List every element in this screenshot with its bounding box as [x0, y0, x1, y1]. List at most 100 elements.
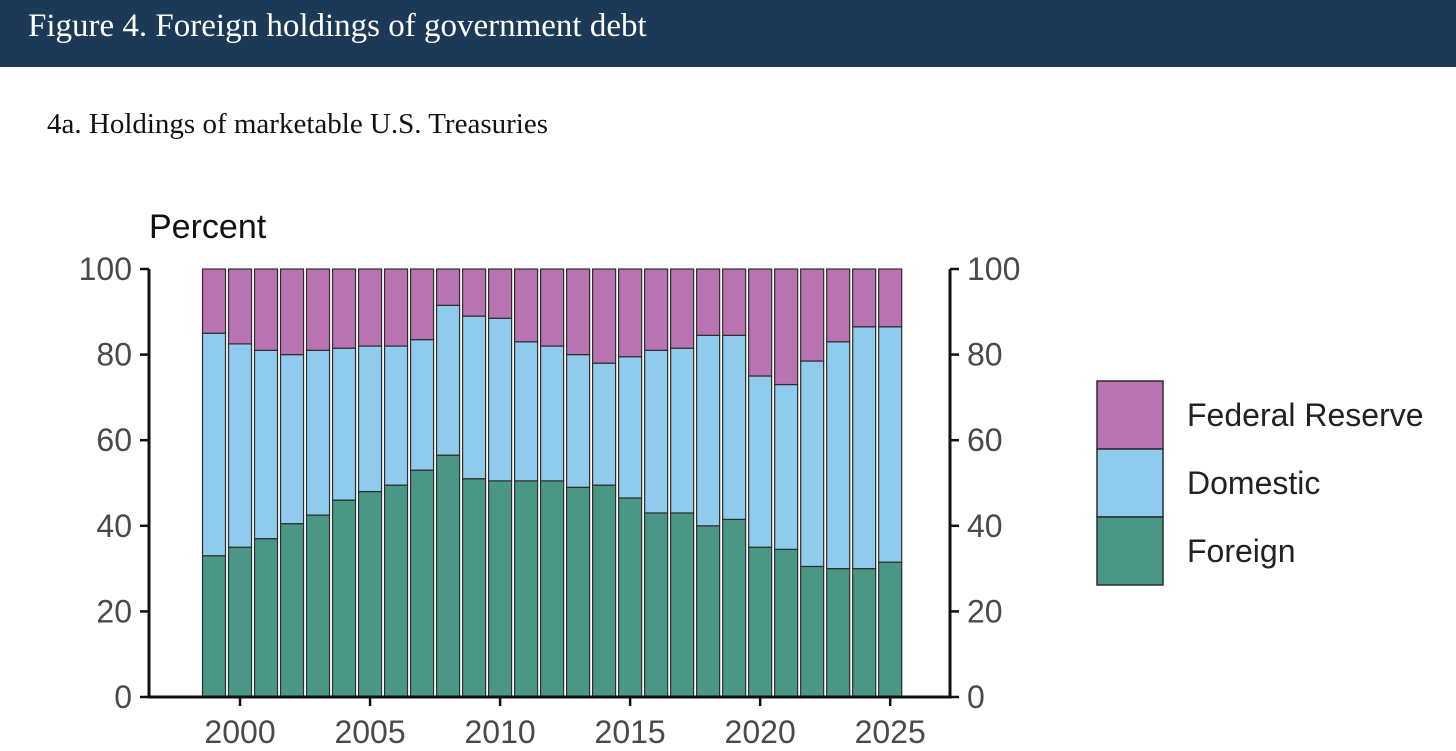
x-tick-label-2015: 2015 [595, 714, 666, 750]
bar-foreign-2012 [539, 480, 565, 698]
bar-federal-reserve-2013 [566, 268, 591, 356]
bar-federal-reserve-2025 [878, 268, 903, 328]
bar-domestic-2020 [748, 375, 773, 548]
y-tick-label-left-0: 0 [114, 679, 132, 715]
bar-domestic-2022 [800, 360, 825, 568]
y-tick-label-left-40: 40 [96, 508, 132, 544]
legend-label-domestic: Domestic [1187, 465, 1320, 501]
bar-federal-reserve-2016 [644, 268, 669, 351]
bar-federal-reserve-2018 [696, 268, 721, 336]
bar-foreign-2008 [435, 454, 461, 698]
bar-foreign-2020 [748, 546, 773, 698]
bar-foreign-2023 [826, 567, 851, 698]
y-tick-label-right-40: 40 [967, 508, 1003, 544]
bar-federal-reserve-2003 [305, 268, 331, 351]
bar-domestic-2023 [826, 341, 851, 570]
bar-domestic-2000 [227, 343, 253, 548]
legend: Federal Reserve Domestic Foreign [1096, 380, 1424, 586]
bar-domestic-2004 [331, 347, 357, 501]
bar-foreign-2003 [305, 514, 331, 698]
y-tick-label-left-60: 60 [96, 422, 132, 458]
bar-federal-reserve-2021 [774, 268, 799, 386]
bar-foreign-1999 [201, 555, 227, 698]
legend-label-foreign: Foreign [1187, 533, 1296, 569]
legend-swatch-domestic [1096, 448, 1164, 518]
bar-foreign-2021 [774, 548, 799, 698]
bar-domestic-2012 [539, 345, 565, 482]
bar-foreign-2015 [618, 497, 643, 698]
bar-domestic-2003 [305, 349, 331, 516]
bar-foreign-2002 [279, 523, 305, 698]
bar-domestic-2008 [435, 304, 461, 456]
bar-foreign-2022 [800, 565, 825, 698]
bar-federal-reserve-2001 [253, 268, 279, 351]
bar-domestic-1999 [201, 332, 227, 557]
chart-title: 4a. Holdings of marketable U.S. Treasuri… [47, 108, 548, 140]
bar-federal-reserve-2011 [513, 268, 539, 343]
bar-domestic-2019 [722, 334, 747, 520]
legend-swatch-foreign [1096, 516, 1164, 586]
bar-foreign-2006 [383, 484, 409, 698]
x-tick-label-2000: 2000 [204, 714, 275, 750]
bar-federal-reserve-2004 [331, 268, 357, 349]
bar-federal-reserve-2022 [800, 268, 825, 362]
y-tick-label-left-100: 100 [79, 251, 132, 287]
bars-layer [201, 268, 903, 698]
bar-domestic-2007 [409, 339, 435, 471]
bar-foreign-2014 [592, 484, 617, 698]
legend-swatch-federal-reserve [1096, 380, 1164, 450]
bar-foreign-2013 [566, 486, 591, 698]
bar-foreign-2000 [227, 546, 253, 698]
bar-domestic-2002 [279, 354, 305, 525]
bar-federal-reserve-2000 [227, 268, 253, 345]
bar-domestic-2005 [357, 345, 383, 493]
bar-federal-reserve-2014 [592, 268, 617, 364]
bar-federal-reserve-2009 [461, 268, 487, 317]
bar-domestic-2017 [670, 347, 695, 514]
bar-foreign-2005 [357, 490, 383, 698]
y-tick-label-right-80: 80 [967, 337, 1003, 373]
figure-title: Figure 4. Foreign holdings of government… [28, 8, 647, 44]
y-tick-label-right-0: 0 [967, 679, 985, 715]
bar-domestic-2016 [644, 349, 669, 514]
x-tick-label-2005: 2005 [334, 714, 405, 750]
y-tick-label-left-20: 20 [96, 593, 132, 629]
bar-foreign-2004 [331, 499, 357, 698]
bar-federal-reserve-2008 [435, 268, 461, 306]
legend-label-federal-reserve: Federal Reserve [1187, 397, 1424, 433]
bar-domestic-2001 [253, 349, 279, 540]
bar-foreign-2018 [696, 525, 721, 698]
bar-foreign-2009 [461, 478, 487, 698]
x-tick-label-2010: 2010 [464, 714, 535, 750]
bar-foreign-2025 [878, 561, 903, 698]
bar-foreign-2016 [644, 512, 669, 698]
bar-domestic-2009 [461, 315, 487, 480]
bar-domestic-2013 [566, 354, 591, 488]
bar-domestic-2025 [878, 326, 903, 563]
y-axis-label: Percent [149, 208, 267, 246]
bar-federal-reserve-2023 [826, 268, 851, 343]
bar-domestic-2011 [513, 341, 539, 482]
y-tick-label-right-60: 60 [967, 422, 1003, 458]
bar-domestic-2015 [618, 356, 643, 499]
bar-foreign-2001 [253, 538, 279, 698]
bar-federal-reserve-2017 [670, 268, 695, 349]
bar-foreign-2011 [513, 480, 539, 698]
bar-federal-reserve-2002 [279, 268, 305, 356]
bar-domestic-2021 [774, 383, 799, 550]
bar-federal-reserve-2012 [539, 268, 565, 347]
bar-federal-reserve-2019 [722, 268, 747, 336]
bar-foreign-2010 [487, 480, 513, 698]
bar-foreign-2024 [852, 567, 877, 698]
bar-domestic-2024 [852, 326, 877, 570]
y-tick-label-right-100: 100 [967, 251, 1020, 287]
bar-federal-reserve-2005 [357, 268, 383, 347]
x-tick-label-2020: 2020 [725, 714, 796, 750]
y-tick-label-right-20: 20 [967, 593, 1003, 629]
bar-federal-reserve-2007 [409, 268, 435, 341]
bar-foreign-2017 [670, 512, 695, 698]
x-tick-label-2025: 2025 [855, 714, 926, 750]
bar-federal-reserve-2020 [748, 268, 773, 377]
figure-header: Figure 4. Foreign holdings of government… [0, 0, 1456, 67]
